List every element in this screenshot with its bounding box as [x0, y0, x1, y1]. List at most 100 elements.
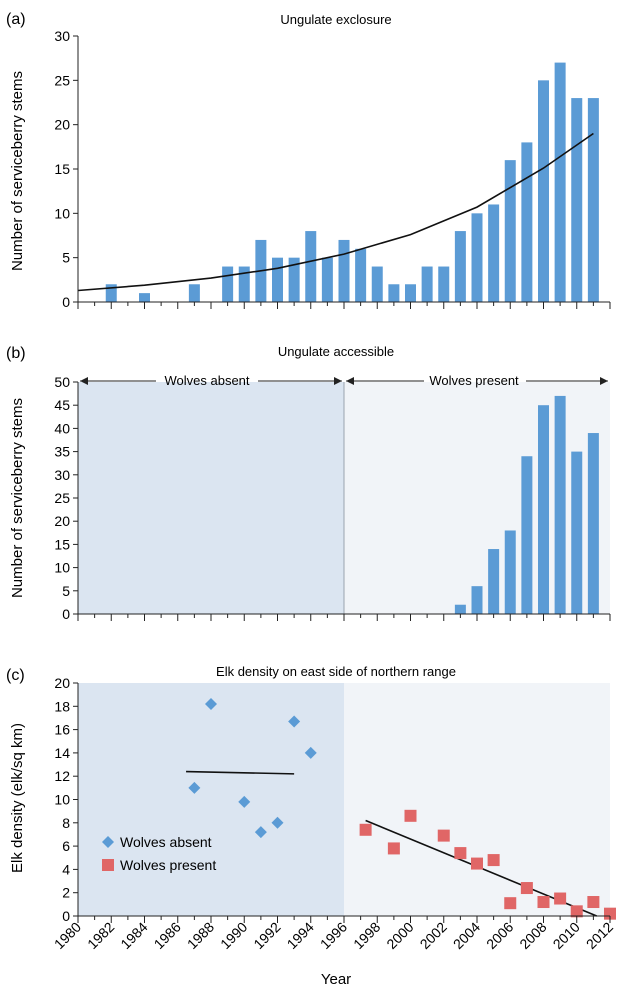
panel-b-bar-2010 [571, 451, 583, 614]
panel-a-bar-2001 [421, 266, 433, 302]
panel-a-bar-1982 [105, 284, 117, 302]
square-point-2003 [454, 847, 467, 860]
c-y-tick-label-2: 2 [62, 885, 70, 901]
panel-c-trendline-0 [186, 770, 295, 775]
c-y-tick-label-18: 18 [54, 698, 70, 714]
x-tick-label-2004: 2004 [450, 919, 483, 952]
a-y-tick-label-10: 10 [54, 205, 70, 221]
panel-a-bar-2000 [405, 284, 416, 302]
c-y-tick-label-6: 6 [62, 838, 70, 854]
b-y-tick-label-40: 40 [54, 420, 70, 436]
panel-b-bar-2008 [538, 405, 549, 614]
diamond-point-1991 [254, 826, 267, 839]
legend-wolves-absent: Wolves absent [120, 834, 212, 850]
b-y-tick-label-50: 50 [54, 374, 70, 390]
x-tick-label-1996: 1996 [317, 919, 350, 952]
x-tick-label-2000: 2000 [383, 919, 416, 952]
a-y-tick-label-15: 15 [54, 161, 70, 177]
panel-a-y-axis-label: Number of serviceberry stems [9, 71, 26, 271]
square-point-1997.3 [359, 823, 372, 836]
x-tick-label-2002: 2002 [417, 919, 450, 952]
c-y-tick-label-12: 12 [54, 768, 70, 784]
panel-b-wolves-present-region [344, 382, 610, 614]
square-point-2007 [520, 882, 533, 895]
c-y-tick-label-8: 8 [62, 815, 70, 831]
panel-c-label: (c) [6, 667, 25, 684]
legend-square-marker [102, 859, 114, 871]
panel-a-bar-2005 [488, 204, 500, 302]
panel-a-bar-1994 [305, 231, 317, 302]
panel-c-points [188, 697, 616, 920]
square-point-1999 [387, 842, 400, 855]
panel-a-bar-1995 [321, 257, 333, 302]
panel-c-axes [77, 683, 611, 923]
panel-a-axes [77, 36, 611, 309]
b-y-tick-label-20: 20 [54, 513, 70, 529]
panel-a-bar-2010 [571, 98, 583, 302]
wolves-present-annotation: Wolves present [429, 373, 519, 388]
panel-b-bars [454, 395, 599, 614]
square-point-2002 [437, 829, 450, 842]
absent-arrow-left-head [80, 377, 88, 385]
panel-a-trendline [77, 132, 594, 292]
square-point-2012 [604, 907, 616, 920]
x-tick-label-2008: 2008 [516, 919, 549, 952]
panel-c-wolves-present-region [344, 683, 610, 916]
x-tick-label-2010: 2010 [550, 919, 583, 952]
panel-a-bars [105, 62, 599, 302]
panel-b-bar-2003 [454, 604, 466, 614]
panel-a-bar-1992 [272, 257, 283, 302]
a-y-tick-label-5: 5 [62, 250, 70, 266]
panel-a-bar-2008 [538, 80, 549, 302]
b-y-tick-label-30: 30 [54, 467, 70, 483]
panel-a-exclosure-chart: (a) Ungulate exclosure Number of service… [6, 11, 611, 310]
panel-b-y-axis-label: Number of serviceberry stems [9, 398, 26, 598]
b-y-tick-label-10: 10 [54, 560, 70, 576]
panel-a-bar-2007 [521, 142, 533, 302]
panel-a-bar-1998 [371, 266, 383, 302]
b-y-tick-label-0: 0 [62, 606, 70, 622]
panel-b-bar-2004 [471, 586, 483, 614]
panel-a-bar-1993 [288, 257, 300, 302]
panel-b-era-arrows [80, 377, 608, 385]
a-y-tick-label-0: 0 [62, 294, 70, 310]
panel-a-bar-2011 [587, 98, 599, 302]
diamond-point-1988 [205, 697, 217, 710]
absent-arrow-right-head [334, 377, 342, 385]
x-tick-label-1982: 1982 [84, 919, 117, 952]
legend-wolves-present: Wolves present [120, 857, 216, 873]
diamond-point-1990 [238, 795, 251, 808]
panel-c-x-tick-labels: 1980 1982 1984 1986 1988 1990 1992 1994 1996 1998… [51, 919, 616, 952]
panel-a-bar-1990 [238, 266, 250, 302]
panel-a-bar-2009 [554, 62, 566, 302]
legend-diamond-marker [102, 836, 114, 848]
square-point-2004 [471, 857, 483, 870]
panel-b-title: Ungulate accessible [278, 344, 394, 359]
panel-a-bar-1996 [338, 239, 350, 302]
panel-b-y-ticks: 0 5 10 15 20 25 30 35 40 45 50 [54, 374, 78, 622]
panel-b-wolves-absent-region [78, 382, 344, 614]
panel-c-title: Elk density on east side of northern ran… [216, 664, 456, 679]
wolves-absent-annotation: Wolves absent [164, 373, 249, 388]
c-y-tick-label-0: 0 [62, 908, 70, 924]
square-point-2000 [404, 809, 417, 822]
panel-c-elk-density-chart: (c) Elk density on east side of northern… [6, 664, 616, 988]
b-y-tick-label-15: 15 [54, 536, 70, 552]
panel-b-accessible-chart: (b) Ungulate accessible Number of servic… [6, 344, 611, 622]
square-point-2008 [537, 896, 550, 909]
panel-b-axes [77, 382, 611, 621]
b-y-tick-label-25: 25 [54, 490, 70, 506]
x-tick-label-1994: 1994 [284, 919, 317, 952]
panel-c-legend: Wolves absent Wolves present [102, 834, 216, 873]
b-y-tick-label-45: 45 [54, 397, 70, 413]
b-y-tick-label-5: 5 [62, 583, 70, 599]
panel-a-bar-1999 [388, 284, 400, 302]
square-point-2010 [570, 905, 583, 918]
panel-a-bar-2003 [454, 231, 466, 302]
x-tick-label-1980: 1980 [51, 919, 84, 952]
c-y-tick-label-10: 10 [54, 792, 70, 808]
x-tick-label-2012: 2012 [583, 919, 616, 952]
panel-a-bar-2002 [438, 266, 450, 302]
present-arrow-left-head [346, 377, 354, 385]
